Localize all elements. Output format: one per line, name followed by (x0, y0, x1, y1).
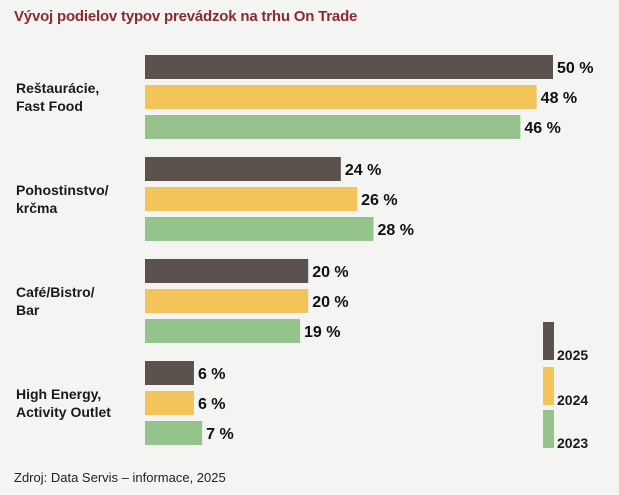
value-label: 50 % (557, 60, 593, 77)
category-label-line: Fast Food (16, 98, 83, 114)
bar (145, 319, 301, 343)
bar (145, 259, 309, 283)
legend-swatch (543, 410, 554, 448)
category-label-line: krčma (16, 200, 57, 216)
category-label-line: High Energy, (16, 386, 101, 402)
category-label-line: Bar (16, 302, 40, 318)
bar (145, 217, 374, 241)
category-label: Café/Bistro/Bar (16, 284, 95, 318)
legend-swatch (543, 322, 554, 360)
bar (145, 85, 537, 109)
bar (145, 55, 553, 79)
value-label: 19 % (304, 324, 340, 341)
category-label-line: Pohostinstvo/ (16, 182, 109, 198)
category-label-line: Café/Bistro/ (16, 284, 95, 300)
legend-label: 2024 (557, 392, 588, 408)
category-label: Reštaurácie, Fast Food (16, 80, 99, 114)
chart-title: Vývoj podielov typov prevádzok na trhu O… (14, 8, 358, 25)
value-label: 6 % (198, 396, 226, 413)
value-label: 28 % (377, 222, 413, 239)
category-label: High Energy, Activity Outlet (16, 386, 111, 420)
value-label: 7 % (206, 426, 234, 443)
legend-swatch (543, 367, 554, 405)
bar (145, 157, 341, 181)
source-note: Zdroj: Data Servis – informace, 2025 (14, 470, 226, 485)
legend-label: 2025 (557, 347, 588, 363)
value-label: 46 % (524, 120, 560, 137)
bar (145, 187, 358, 211)
category-label-line: Activity Outlet (16, 404, 111, 420)
value-label: 48 % (541, 90, 577, 107)
value-label: 26 % (361, 192, 397, 209)
value-label: 20 % (312, 264, 348, 281)
value-label: 6 % (198, 366, 226, 383)
bar (145, 289, 309, 313)
legend-label: 2023 (557, 435, 588, 451)
value-label: 20 % (312, 294, 348, 311)
bar (145, 361, 194, 385)
category-label-line: Reštaurácie, (16, 80, 99, 96)
bar (145, 115, 521, 139)
category-label: Pohostinstvo/krčma (16, 182, 109, 216)
value-label: 24 % (345, 162, 381, 179)
bar (145, 421, 203, 445)
bar (145, 391, 194, 415)
